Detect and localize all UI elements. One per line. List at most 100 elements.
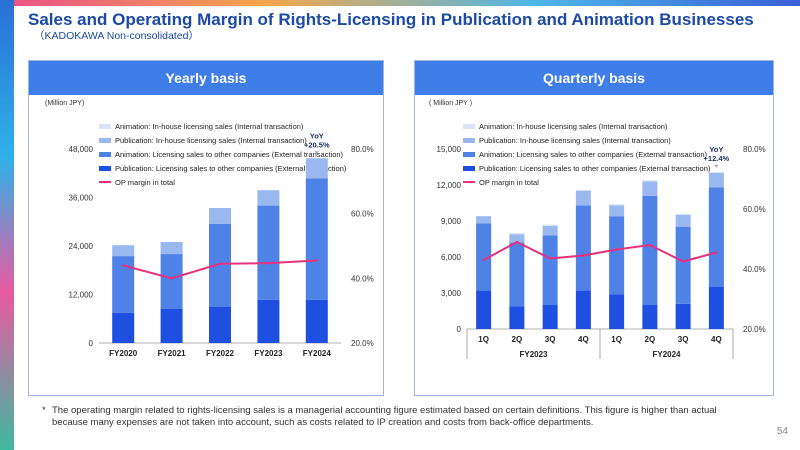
- y-left-tick-label: 0: [89, 339, 94, 348]
- x-tick-label: FY2022: [206, 349, 235, 358]
- group-label: FY2024: [652, 350, 681, 359]
- bar-segment: [112, 245, 135, 257]
- op-margin-point: [515, 240, 519, 244]
- y-right-tick-label: 20.0%: [351, 339, 374, 348]
- bar-segment: [675, 227, 691, 304]
- op-margin-point: [122, 264, 125, 267]
- quarterly-panel-header: Quarterly basis: [415, 61, 773, 95]
- decorative-left-stripe: [0, 0, 14, 450]
- op-margin-point: [218, 262, 222, 265]
- legend-label: Animation: Licensing sales to other comp…: [115, 150, 344, 159]
- bar-segment: [675, 303, 691, 329]
- x-tick-label: 4Q: [711, 335, 722, 344]
- legend-label: Publication: Licensing sales to other co…: [115, 164, 347, 173]
- bar-segment: [509, 234, 525, 243]
- y-right-tick-label: 40.0%: [351, 274, 374, 283]
- x-tick-label: FY2021: [158, 349, 187, 358]
- quarterly-panel: Quarterly basis ( Million JPY ) Animation…: [414, 60, 774, 396]
- yearly-panel-header: Yearly basis: [29, 61, 383, 95]
- legend-label: Publication: In-house licensing sales (I…: [479, 136, 671, 145]
- op-margin-point: [548, 257, 552, 260]
- bar-segment: [509, 242, 525, 307]
- bar-segment: [542, 305, 558, 329]
- bar-segment: [209, 306, 231, 343]
- yoy-arrow-icon: [714, 164, 719, 168]
- bar-segment: [305, 299, 328, 343]
- legend-swatch: [99, 166, 111, 171]
- bar-segment: [305, 178, 328, 300]
- op-margin-point: [681, 260, 685, 263]
- decorative-top-stripe: [0, 0, 800, 6]
- legend-label: Animation: Licensing sales to other comp…: [479, 150, 708, 159]
- bar-segment: [609, 294, 625, 329]
- y-left-tick-label: 3,000: [441, 289, 462, 298]
- bar-segment: [476, 216, 492, 224]
- bar-segment: [642, 181, 658, 196]
- bar-segment: [476, 223, 492, 291]
- yoy-label: YoY: [709, 145, 723, 154]
- bar-segment: [675, 213, 691, 215]
- op-margin-point: [615, 248, 618, 251]
- legend-label: OP margin in total: [479, 178, 539, 187]
- bar-segment: [675, 215, 691, 227]
- legend-swatch: [463, 152, 475, 157]
- bar-segment: [642, 195, 658, 305]
- y-right-tick-label: 60.0%: [351, 210, 374, 219]
- bar-segment: [575, 290, 591, 329]
- legend-swatch: [99, 124, 111, 129]
- y-left-tick-label: 36,000: [69, 194, 94, 203]
- bar-segment: [112, 312, 135, 343]
- yoy-value: +20.5%: [304, 140, 330, 149]
- footnote-text: The operating margin related to rights-l…: [52, 405, 717, 428]
- y-unit-label: (Million JPY): [45, 100, 84, 107]
- legend-swatch: [463, 138, 475, 143]
- bar-segment: [160, 241, 183, 255]
- yoy-value: +12.4%: [704, 154, 730, 163]
- x-tick-label: FY2024: [303, 349, 332, 358]
- op-margin-point: [482, 258, 485, 262]
- yoy-arrow-icon: [314, 151, 319, 155]
- x-tick-label: 2Q: [512, 335, 523, 344]
- bar-segment: [575, 191, 591, 206]
- y-right-tick-label: 80.0%: [351, 145, 374, 154]
- y-left-tick-label: 24,000: [69, 242, 94, 251]
- y-left-tick-label: 6,000: [441, 253, 462, 262]
- x-tick-label: FY2023: [254, 349, 283, 358]
- legend-swatch: [463, 124, 475, 129]
- x-tick-label: 2Q: [645, 335, 656, 344]
- x-tick-label: 1Q: [478, 335, 489, 344]
- page-subtitle: （KADOKAWA Non-consolidated）: [34, 30, 199, 42]
- bar-segment: [542, 224, 558, 226]
- yearly-chart: (Million JPY) Animation: In-house licensi…: [45, 100, 374, 358]
- bar-segment: [609, 204, 625, 206]
- group-label: FY2023: [519, 350, 548, 359]
- bar-segment: [209, 208, 231, 224]
- bar-segment: [509, 233, 525, 235]
- legend-swatch: [463, 166, 475, 171]
- x-tick-label: 3Q: [545, 335, 556, 344]
- yoy-label: YoY: [310, 131, 324, 140]
- x-tick-label: 1Q: [611, 335, 622, 344]
- bar-segment: [708, 173, 724, 188]
- op-margin-point: [170, 277, 173, 280]
- bar-segment: [476, 290, 492, 329]
- bar-segment: [160, 308, 183, 343]
- bar-segment: [257, 299, 280, 343]
- x-tick-label: FY2020: [109, 349, 138, 358]
- yearly-panel: Yearly basis (Million JPY) Animation: In-…: [28, 60, 384, 396]
- y-right-tick-label: 60.0%: [743, 205, 766, 214]
- op-margin-point: [715, 251, 718, 254]
- op-margin-point: [315, 259, 318, 262]
- bar-segment: [575, 189, 591, 191]
- bar-segment: [642, 180, 658, 182]
- quarterly-chart: ( Million JPY ) Animation: In-house licen…: [429, 100, 766, 359]
- legend-swatch: [99, 138, 111, 143]
- op-margin-line: [483, 240, 717, 263]
- y-right-tick-label: 20.0%: [743, 325, 766, 334]
- y-right-tick-label: 40.0%: [743, 265, 766, 274]
- y-unit-label: ( Million JPY ): [429, 100, 472, 107]
- op-margin-point: [648, 243, 652, 247]
- page-title: Sales and Operating Margin of Rights-Lic…: [28, 10, 754, 29]
- bar-segment: [708, 287, 724, 329]
- legend-label: Publication: Licensing sales to other co…: [479, 164, 711, 173]
